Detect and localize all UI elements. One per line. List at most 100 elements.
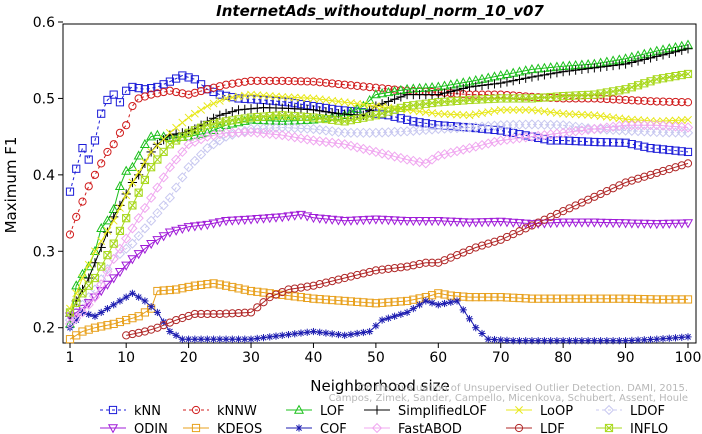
data-point xyxy=(91,312,99,320)
data-point xyxy=(620,59,631,69)
data-point xyxy=(78,327,87,336)
data-point xyxy=(109,239,118,248)
data-point xyxy=(345,216,356,226)
data-point xyxy=(122,191,131,200)
data-point xyxy=(89,245,101,255)
data-point xyxy=(446,86,456,97)
data-point xyxy=(245,215,257,225)
data-point xyxy=(216,335,224,343)
data-point xyxy=(178,71,187,80)
data-point xyxy=(78,197,87,206)
data-point xyxy=(395,216,406,226)
data-point xyxy=(671,146,680,155)
data-point xyxy=(215,110,225,120)
series-fastabod xyxy=(64,120,694,329)
data-point xyxy=(390,85,399,94)
data-point xyxy=(552,68,562,78)
data-point xyxy=(359,82,368,91)
data-point xyxy=(195,149,207,160)
data-point xyxy=(578,337,586,345)
data-point xyxy=(664,219,675,229)
data-point xyxy=(221,309,231,318)
data-point xyxy=(433,90,443,100)
data-point xyxy=(215,90,224,99)
data-point xyxy=(127,223,138,234)
data-point xyxy=(570,218,581,228)
series-knnw xyxy=(65,76,693,239)
data-point xyxy=(128,178,137,187)
data-point xyxy=(147,325,156,334)
data-point xyxy=(209,335,218,343)
data-point xyxy=(172,74,181,83)
data-point xyxy=(252,103,262,113)
data-point xyxy=(128,314,137,323)
data-point xyxy=(514,74,525,85)
data-point xyxy=(166,327,174,336)
data-point xyxy=(165,128,174,137)
data-point xyxy=(676,121,687,133)
data-point xyxy=(545,219,556,229)
data-point xyxy=(671,97,680,107)
data-point xyxy=(458,218,469,228)
data-point xyxy=(164,228,175,238)
data-point xyxy=(228,309,237,318)
data-point xyxy=(384,298,393,307)
data-point xyxy=(621,178,630,187)
data-point xyxy=(540,337,549,345)
data-point xyxy=(284,291,293,300)
data-point xyxy=(565,136,574,145)
data-point xyxy=(652,51,662,61)
data-point xyxy=(277,115,288,126)
data-point xyxy=(165,130,175,140)
data-point xyxy=(365,298,374,307)
data-point xyxy=(571,110,580,119)
data-point xyxy=(683,98,693,107)
data-point xyxy=(646,144,655,153)
legend-marker xyxy=(371,422,383,434)
data-point xyxy=(577,137,586,146)
data-point xyxy=(308,123,319,135)
data-point xyxy=(559,109,568,118)
data-point xyxy=(391,312,399,320)
data-point xyxy=(134,328,143,337)
data-point xyxy=(615,95,624,104)
series-line-ldof xyxy=(69,123,689,321)
legend-label: SimplifiedLOF xyxy=(398,404,487,419)
data-point xyxy=(253,287,262,296)
data-point xyxy=(571,65,581,75)
data-point xyxy=(115,226,125,236)
legend-item-inflo: INFLO xyxy=(596,422,668,434)
data-point xyxy=(215,82,224,91)
data-point xyxy=(196,309,206,319)
data-point xyxy=(190,309,199,319)
x-tick-label: 90 xyxy=(617,350,635,366)
data-point xyxy=(259,76,268,85)
data-point xyxy=(577,294,586,303)
legend-item-ldof: LDOF xyxy=(596,404,665,419)
legend-marker xyxy=(604,423,614,433)
data-point xyxy=(414,217,425,227)
series-loop xyxy=(66,90,692,313)
data-point xyxy=(134,188,143,197)
data-point xyxy=(328,79,337,88)
data-point xyxy=(390,105,399,114)
data-point xyxy=(340,296,349,306)
data-point xyxy=(564,218,575,228)
x-tick-label: 70 xyxy=(492,350,510,366)
data-point xyxy=(266,333,274,341)
data-point xyxy=(434,109,443,118)
data-point xyxy=(122,315,131,325)
x-tick-label: 40 xyxy=(305,350,323,366)
data-point xyxy=(633,56,643,66)
data-point xyxy=(371,266,380,275)
data-point xyxy=(614,219,625,229)
x-tick-label: 30 xyxy=(242,350,260,366)
data-point xyxy=(89,292,101,303)
data-point xyxy=(303,293,312,303)
data-point xyxy=(183,223,194,233)
data-point xyxy=(389,216,400,226)
data-point xyxy=(184,113,193,122)
data-point xyxy=(228,335,236,343)
data-point xyxy=(626,219,637,229)
